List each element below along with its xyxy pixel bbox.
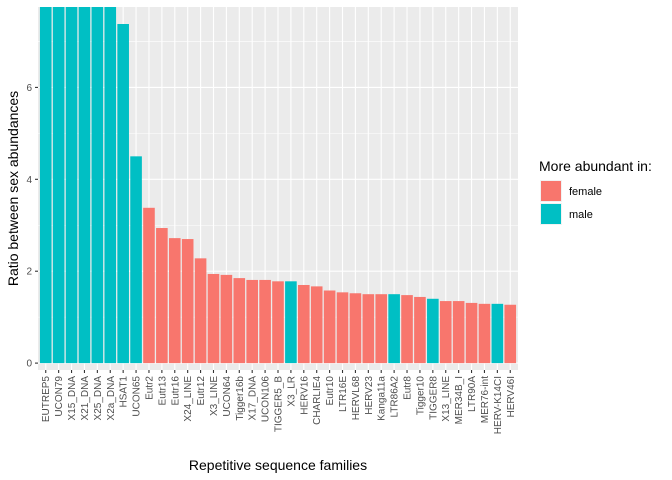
bar [491,303,504,364]
x-tick-label: X24_LINE [183,376,194,422]
bar [65,7,78,364]
bar [285,281,297,364]
x-tick-label: TIGGER8 [428,376,439,420]
bar [272,281,284,364]
x-tick-label: Eutr2 [144,376,155,400]
x-tick-label: UCON65 [132,376,143,417]
x-tick-label: HERV-K14CI [493,376,504,434]
bar [323,290,336,364]
x-axis-title: Repetitive sequence families [189,457,367,473]
bar [156,228,168,364]
x-tick-label: X3_LR [286,376,297,407]
legend-swatch-female [541,181,561,201]
x-tick-label: EUTREP5 [41,376,52,423]
x-tick-label: X17_DNA [248,376,259,421]
bar [52,7,65,364]
legend-swatch-male [541,204,561,224]
y-tick-label: 6 [26,83,32,94]
bar [130,156,142,364]
x-tick-label: MER76-int [480,376,491,423]
x-tick-label: X25_DNA [93,376,104,421]
x-tick-label: LTR86A2 [390,376,401,418]
bar [220,274,233,364]
y-tick-label: 4 [26,175,32,186]
legend-title: More abundant in: [539,158,652,174]
bar [298,284,310,364]
bar [401,295,413,364]
bar [259,279,271,364]
bar [39,7,52,364]
x-tick-label: HSAT1 [119,376,130,408]
x-tick-label: TIGGER5_B [274,376,285,432]
legend-label-male: male [569,209,593,221]
x-tick-label: X15_DNA [67,376,78,421]
y-tick-label: 2 [26,267,32,278]
bars [39,7,517,364]
bar [427,298,439,364]
x-tick-label: Kanga11a [377,376,388,421]
bar [168,238,181,364]
x-axis-ticks: EUTREP5 UCON79 X15_DNA X21_DNA X25_DNA X2a_DN… [41,370,517,434]
bar [414,296,426,364]
x-tick-label: LTR90A [467,376,478,412]
bar [388,294,400,364]
legend-label-female: female [569,186,602,198]
y-axis-title: Ratio between sex abundances [5,91,21,286]
x-tick-label: Eutr13 [157,376,168,406]
x-tick-label: Tigger16b [235,376,246,421]
x-tick-label: UCON106 [261,376,272,423]
legend: More abundant in: female male [539,158,652,225]
bar [362,294,375,364]
x-tick-label: HERV16 [299,376,310,415]
bar [117,24,129,364]
bar [310,286,323,364]
bar [78,7,91,364]
bar [504,304,517,364]
bar [336,292,349,364]
bar [439,301,452,364]
bar [478,303,491,364]
bar [452,301,465,364]
x-tick-label: LTR16E [338,376,349,412]
x-tick-label: X21_DNA [80,376,91,421]
bar [143,207,155,364]
x-tick-label: HERV23 [364,376,375,415]
x-tick-label: UCON79 [54,376,65,417]
x-tick-label: Eutr10 [325,376,336,406]
bar [207,273,220,364]
bar [465,302,478,364]
bar [246,279,258,364]
x-tick-label: Eutr12 [196,376,207,406]
x-tick-label: X13_LINE [441,376,452,422]
y-axis-ticks: 0 2 4 6 [26,83,38,370]
bar [233,278,246,364]
x-tick-label: X2a_DNA [106,376,117,421]
x-tick-label: HERV46I [506,376,517,418]
x-tick-label: Eutr16 [170,376,181,406]
bar [181,239,194,364]
x-tick-label: CHARLIE4 [312,376,323,425]
x-tick-label: MER34B_I [454,376,465,424]
bar [375,294,388,364]
x-tick-label: HERVL68 [351,376,362,421]
bar [104,7,117,364]
x-tick-label: Eutr8 [403,376,414,400]
bar [194,258,207,364]
x-tick-label: UCON64 [222,376,233,417]
x-tick-label: Tigger10 [415,376,426,416]
bar [91,7,104,364]
y-tick-label: 0 [26,359,32,370]
x-tick-label: X3_LINE [209,376,220,416]
bar [349,293,362,364]
